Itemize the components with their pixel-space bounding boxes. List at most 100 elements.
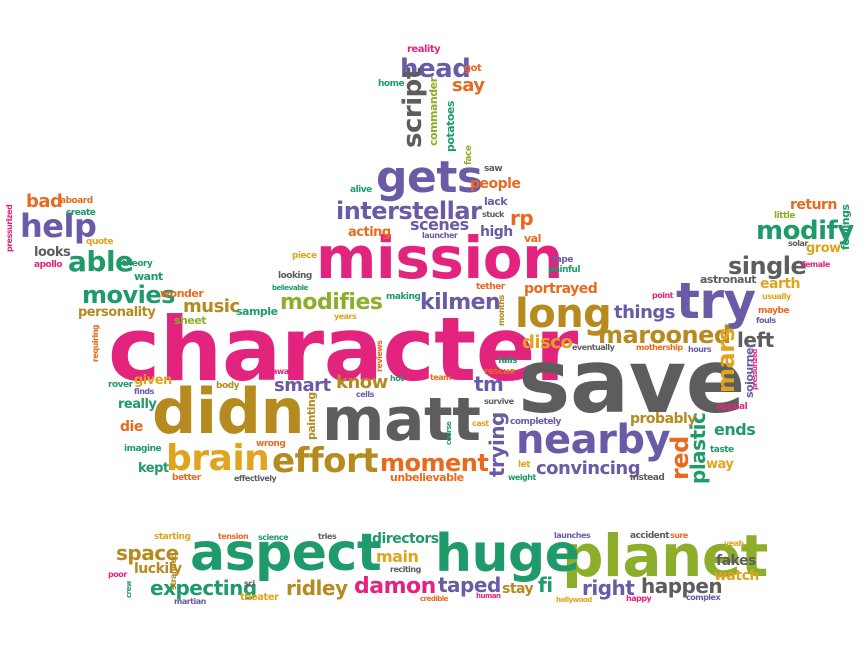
- word-commander: commander: [427, 77, 440, 146]
- word-requiring: requiring: [91, 324, 100, 362]
- word-saw: saw: [484, 164, 503, 174]
- word-taped: taped: [438, 573, 501, 597]
- word-tm: tm: [474, 372, 504, 396]
- word-painful: painful: [548, 265, 580, 275]
- word-effort: effort: [272, 441, 379, 481]
- word-modify: modify: [756, 216, 854, 246]
- word-better: better: [172, 473, 201, 483]
- word-unbelievable: unbelievable: [390, 471, 464, 484]
- word-kilmen: kilmen: [420, 290, 501, 315]
- word-course: course: [445, 421, 453, 445]
- word-help: help: [20, 207, 97, 245]
- word-hot: hot: [390, 374, 404, 383]
- word-matt: matt: [322, 385, 481, 455]
- word-got: got: [464, 63, 482, 74]
- word-wrong: wrong: [256, 439, 286, 449]
- word-rover: rover: [108, 380, 133, 390]
- word-way: way: [706, 457, 734, 472]
- word-taste: taste: [710, 445, 734, 455]
- word-piece: piece: [292, 251, 317, 261]
- word-tries: tries: [318, 532, 337, 541]
- word-planet: planet: [562, 522, 768, 590]
- word-mission: mission: [316, 224, 563, 292]
- word-ridley: ridley: [286, 576, 348, 600]
- word-looking: looking: [278, 271, 312, 281]
- word-modifies: modifies: [280, 290, 383, 315]
- word-months: months: [497, 295, 506, 326]
- word-team: team: [430, 373, 451, 382]
- word-directors: directors: [372, 531, 439, 547]
- word-away: away: [272, 367, 294, 376]
- word-believable: believable: [272, 284, 308, 292]
- word-potatoes: potatoes: [444, 101, 457, 152]
- word-face: face: [464, 145, 474, 165]
- word-point: point: [652, 291, 673, 300]
- word-instead: instead: [630, 473, 665, 483]
- word-fails: fails: [498, 356, 518, 366]
- word-quote: quote: [86, 237, 113, 247]
- word-sci: sci: [244, 579, 255, 588]
- word-body: body: [216, 381, 239, 391]
- word-things: things: [614, 302, 676, 323]
- word-usually: usually: [762, 292, 791, 301]
- word-acting: acting: [348, 225, 391, 240]
- word-let: let: [518, 460, 531, 470]
- word-try: try: [676, 272, 756, 330]
- word-pressurized: pressurized: [5, 204, 14, 252]
- word-apollo: apollo: [34, 260, 63, 270]
- word-aboard: aboard: [60, 196, 93, 206]
- word-damon: damon: [354, 574, 436, 599]
- word-music: music: [183, 296, 240, 317]
- word-wonder: wonder: [160, 287, 204, 300]
- word-rescue: rescue: [484, 367, 515, 377]
- word-scenes: scenes: [410, 215, 469, 234]
- word-lack: lack: [484, 195, 508, 208]
- word-interstellar: interstellar: [336, 197, 482, 225]
- word-return: return: [790, 197, 837, 213]
- word-aspect: aspect: [190, 523, 382, 583]
- word-moment: moment: [380, 449, 489, 477]
- word-create: create: [66, 208, 96, 218]
- word-movies: movies: [82, 281, 175, 309]
- word-want: want: [134, 270, 163, 283]
- word-sure: sure: [670, 531, 688, 540]
- word-disco: disco: [522, 332, 573, 353]
- word-credible: credible: [420, 595, 448, 603]
- word-portrayed: portrayed: [524, 281, 598, 297]
- word-bad: bad: [26, 191, 63, 212]
- word-alive: alive: [350, 185, 372, 195]
- word-head: head: [400, 54, 471, 84]
- word-appeal: appeal: [716, 402, 748, 412]
- word-sample: sample: [236, 305, 278, 318]
- word-gets: gets: [376, 152, 483, 203]
- word-luckily: luckily: [134, 561, 182, 577]
- word-happy: happy: [626, 594, 652, 603]
- word-yeah: yeah: [724, 539, 744, 548]
- word-stuck: stuck: [482, 210, 504, 219]
- word-people: people: [470, 176, 521, 192]
- word-theater: theater: [240, 592, 279, 603]
- word-nearby: nearby: [516, 417, 671, 463]
- word-home: home: [378, 79, 405, 89]
- word-starting: starting: [154, 532, 191, 542]
- word-fi: fi: [538, 573, 553, 597]
- word-fouls: fouls: [756, 316, 776, 325]
- word-finds: finds: [134, 387, 154, 396]
- word-poor: poor: [108, 570, 127, 579]
- word-martian: martian: [174, 597, 206, 606]
- word-grow: grow: [806, 241, 841, 256]
- word-cast: cast: [472, 419, 489, 428]
- word-imagine: imagine: [124, 444, 162, 454]
- word-smart: smart: [274, 375, 331, 396]
- word-reality: reality: [407, 44, 441, 55]
- word-left: left: [737, 328, 774, 352]
- word-rp: rp: [510, 206, 534, 230]
- word-die: die: [120, 419, 143, 435]
- word-eventually: eventually: [572, 343, 615, 352]
- word-human: human: [476, 592, 501, 600]
- word-earth: earth: [760, 276, 801, 292]
- word-kept: kept: [138, 461, 169, 476]
- word-female: female: [802, 260, 830, 269]
- word-high: high: [480, 224, 513, 240]
- word-able: able: [68, 245, 134, 278]
